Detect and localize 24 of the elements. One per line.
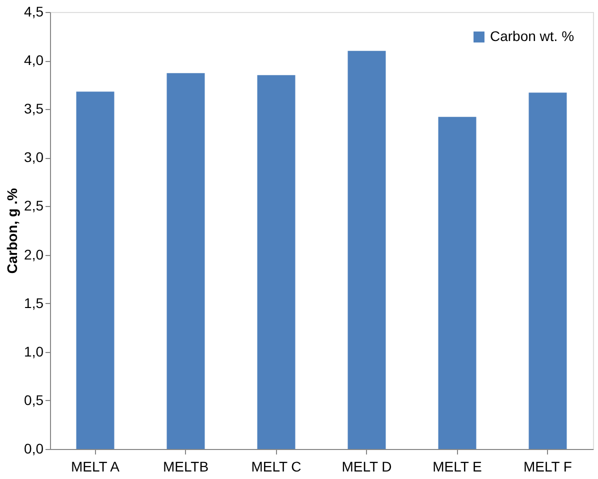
x-tick-label: MELTB	[162, 458, 209, 474]
y-tick-label: 0,5	[24, 392, 44, 408]
legend-label: Carbon wt. %	[490, 28, 574, 44]
y-tick-label: 4,0	[24, 52, 44, 68]
x-tick-label: MELT D	[342, 458, 392, 474]
x-tick-label: MELT C	[251, 458, 302, 474]
y-tick-label: 3,0	[24, 149, 44, 166]
y-tick-label: 1,5	[24, 294, 44, 311]
bar	[348, 50, 386, 449]
x-tick-label: MELT F	[524, 458, 572, 474]
y-tick-label: 0,0	[24, 440, 44, 456]
bar	[438, 116, 476, 449]
y-tick-label: 2,0	[24, 246, 44, 262]
y-tick-label: 3,5	[24, 100, 44, 117]
bar	[257, 75, 296, 449]
y-tick-label: 2,5	[24, 198, 44, 214]
bar	[76, 92, 114, 449]
y-tick-label: 4,5	[24, 4, 44, 20]
y-tick-label: 1,0	[24, 343, 44, 360]
x-tick-label: MELT E	[432, 458, 482, 474]
bar	[528, 92, 567, 449]
x-tick-label: MELT A	[70, 458, 120, 474]
y-axis-title: Carbon, g .%	[4, 188, 20, 274]
bar	[166, 73, 205, 449]
